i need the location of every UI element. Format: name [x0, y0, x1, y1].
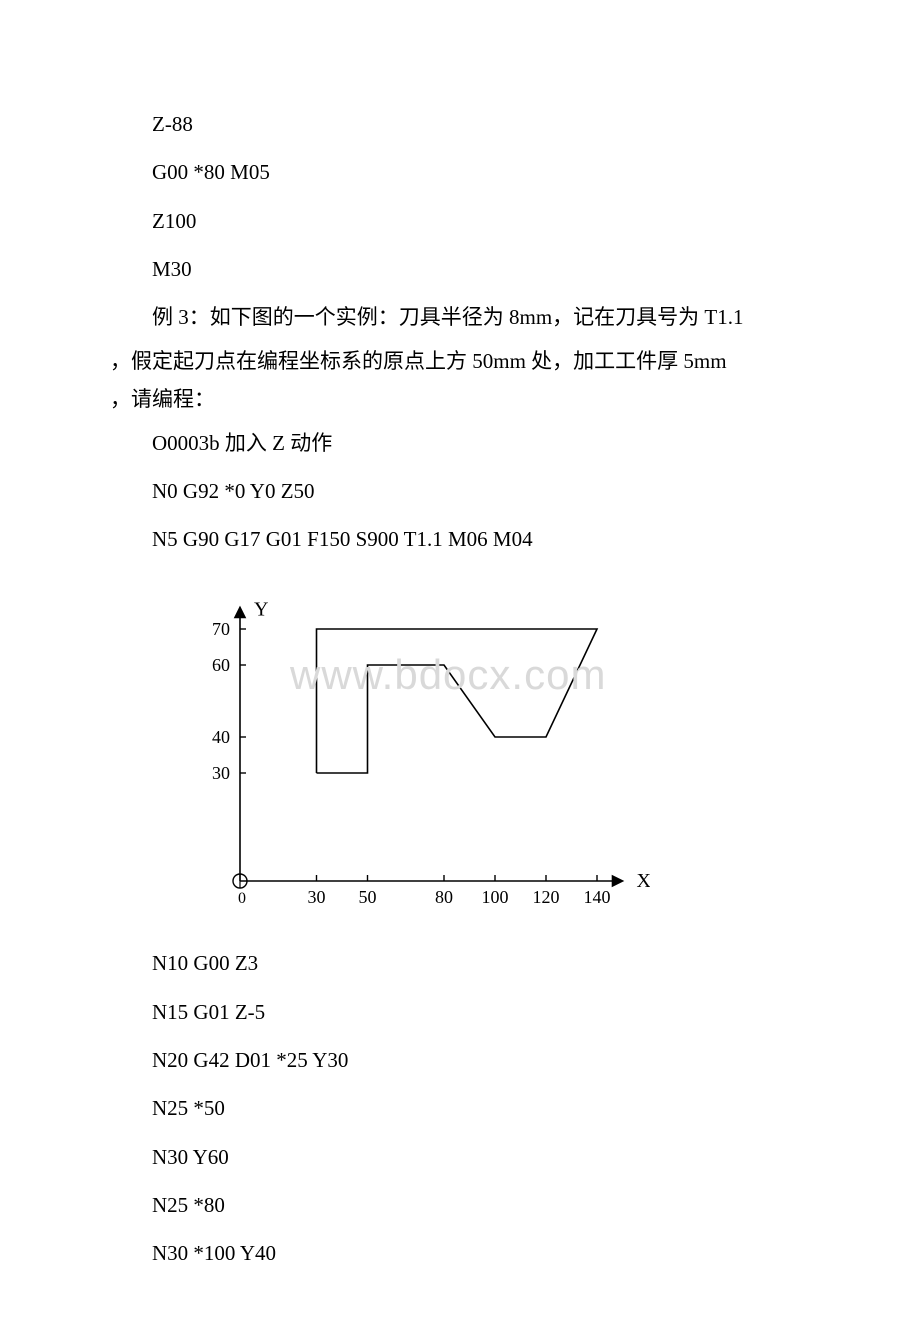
example-paragraph-line3: ，请编程：: [110, 381, 810, 419]
profile-chart: www.bdocx.com XY030508010012014030406070: [170, 581, 810, 921]
code-top-line: M30: [152, 245, 810, 293]
svg-text:X: X: [637, 870, 651, 892]
svg-text:60: 60: [212, 655, 230, 675]
svg-text:120: 120: [533, 887, 560, 907]
svg-text:100: 100: [482, 887, 509, 907]
code-bottom-line: N15 G01 Z-5: [152, 988, 810, 1036]
chart-svg: X Y 0 30 50 80 100 120 140 30 40 60 70: [170, 581, 650, 921]
code-top-line: G00 *80 M05: [152, 148, 810, 196]
svg-text:Y: Y: [254, 599, 268, 621]
svg-text:40: 40: [212, 727, 230, 747]
example-paragraph-line1: 例 3：如下图的一个实例：刀具半径为 8mm，记在刀具号为 T1.1: [110, 299, 810, 337]
svg-text:30: 30: [308, 887, 326, 907]
svg-text:140: 140: [584, 887, 611, 907]
svg-text:0: 0: [238, 890, 246, 907]
svg-text:30: 30: [212, 763, 230, 783]
svg-text:70: 70: [212, 619, 230, 639]
code-bottom-line: N20 G42 D01 *25 Y30: [152, 1036, 810, 1084]
svg-text:80: 80: [435, 887, 453, 907]
example-paragraph-line2: ，假定起刀点在编程坐标系的原点上方 50mm 处，加工工件厚 5mm: [110, 343, 810, 381]
code-bottom-line: N30 Y60: [152, 1133, 810, 1181]
code-bottom-line: N25 *50: [152, 1084, 810, 1132]
code-mid-line: N0 G92 *0 Y0 Z50: [152, 467, 810, 515]
svg-text:50: 50: [359, 887, 377, 907]
code-bottom-line: N10 G00 Z3: [152, 939, 810, 987]
code-top-line: Z100: [152, 197, 810, 245]
code-mid-line: O0003b 加入 Z 动作: [152, 419, 810, 467]
code-bottom-line: N25 *80: [152, 1181, 810, 1229]
code-top-line: Z-88: [152, 100, 810, 148]
code-bottom-line: N30 *100 Y40: [152, 1229, 810, 1277]
code-mid-line: N5 G90 G17 G01 F150 S900 T1.1 M06 M04: [152, 515, 810, 563]
